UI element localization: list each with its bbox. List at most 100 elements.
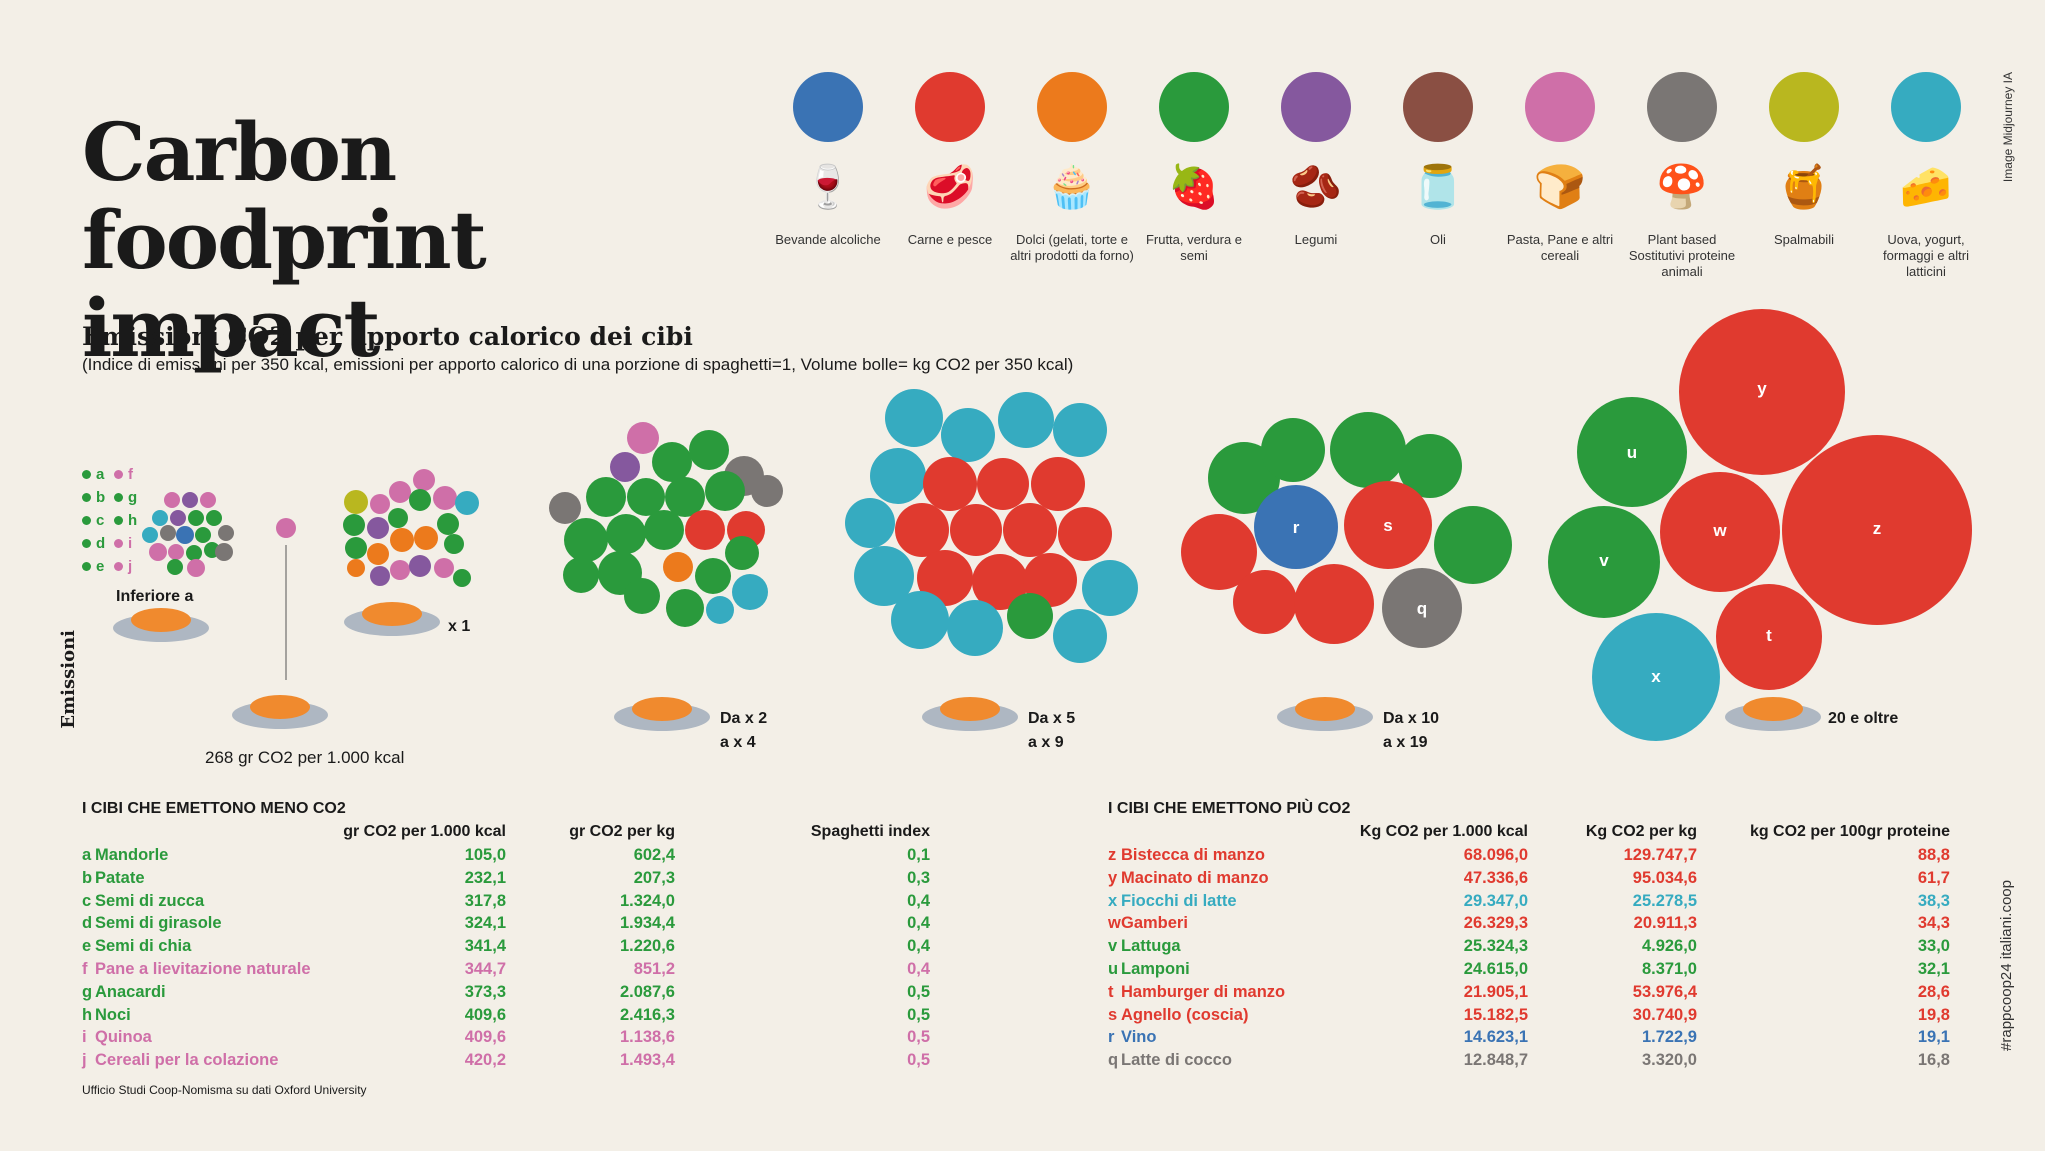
row-name: Semi di girasole [95,914,222,933]
row-kcal: 21.905,1 [1463,982,1528,1001]
bubble-label-w: w [1712,521,1727,540]
row-kcal: 409,6 [464,1028,506,1047]
bubble-x1 [455,491,479,515]
row-prot: 19,8 [1917,1005,1950,1024]
row-kcal: 15.182,5 [1463,1005,1528,1024]
row-kcal: 409,6 [464,1005,506,1024]
row-kg: 602,4 [633,846,675,864]
key-letter-g: g [114,489,137,506]
bubble-x1 [344,490,368,514]
bubble-x2 [563,557,599,593]
row-index: 0,3 [907,868,930,887]
legend-label: Legumi [1294,232,1338,247]
bubble-small [206,510,222,526]
row-index: 0,4 [907,914,930,933]
spaghetti-icon [362,602,422,626]
bubble-x1 [409,489,431,511]
key-letter-d: d [82,535,105,552]
bubble-x2 [624,578,660,614]
table-low-col-kcal: gr CO2 per 1.000 kcal [343,823,506,840]
bubble-x5 [1058,507,1112,561]
row-kg: 1.220,6 [619,937,675,956]
bubble-x5 [1031,457,1085,511]
row-kcal: 317,8 [464,891,506,910]
row-name: Anacardi [95,982,166,1001]
key-letter-j: j [114,558,132,575]
row-index: 0,1 [907,846,930,864]
row-kcal: 341,4 [464,937,506,956]
table-high-col-prot: kg CO2 per 100gr proteine [1749,823,1950,840]
bubble-x5 [941,408,995,462]
bubble-x1 [390,560,410,580]
row-kg: 1.722,9 [1641,1028,1697,1047]
bubble-x5 [947,600,1003,656]
bubble-x1 [409,555,431,577]
oil-bottle-icon: 🫙 [1411,162,1465,210]
row-kg: 1.324,0 [619,891,675,910]
egg-cheese-icon: 🧀 [1899,162,1953,210]
bubble-q [1382,568,1462,648]
bubble-x1 [433,486,457,510]
bubble-x1 [347,559,365,577]
bubble [1181,514,1257,590]
table-low-col-index: Spaghetti index [810,823,930,840]
row-kg: 2.087,6 [619,982,675,1001]
bubble-small [168,544,184,560]
row-kg: 4.926,0 [1641,937,1697,956]
legend-swatch [1403,72,1473,142]
row-key: y [1108,868,1118,887]
chart-subtitle: Emissioni CO2 per apporto calorico dei c… [82,322,693,351]
row-key: t [1108,982,1114,1001]
row-prot: 38,3 [1917,891,1950,910]
row-index: 0,4 [907,937,930,956]
bubble-small [187,559,205,577]
bubble-x2 [627,422,659,454]
bubble-x1 [434,558,454,578]
legend-swatch [1159,72,1229,142]
key-letter-i: i [114,535,132,552]
table-high-col-kcal: Kg CO2 per 1.000 kcal [1359,823,1528,840]
bubble-x1 [388,508,408,528]
legend-label: Uova, yogurt, formaggi e altri latticini [1883,232,1969,279]
row-index: 0,4 [907,960,930,978]
bubble-x1 [413,469,435,491]
bubble-x5 [950,504,1002,556]
bubble-x5 [870,448,926,504]
row-prot: 33,0 [1917,937,1950,956]
table-high-col-kg: Kg CO2 per kg [1585,823,1697,840]
legend-label: Spalmabili [1774,232,1834,247]
row-key: z [1108,846,1117,864]
bubble [1208,442,1280,514]
table-high-title: I CIBI CHE EMETTONO PIÙ CO2 [1108,800,1351,817]
row-name: Fiocchi di latte [1121,891,1237,910]
bubble [1261,418,1325,482]
hashtag-credit: #rappcoop24 italiani.coop [1998,880,2015,1051]
row-name: Latte di cocco [1121,1051,1232,1070]
bubble-small [218,525,234,541]
bubble-small [152,510,168,526]
row-kg: 129.747,7 [1623,846,1697,864]
legend-item: 🧁 Dolci (gelati, torte e altri prodotti d… [1009,72,1135,264]
row-key: s [1108,1005,1118,1024]
bubble-small [149,543,167,561]
row-prot: 32,1 [1917,960,1950,978]
bubble-x5 [1053,609,1107,663]
row-index: 0,4 [907,891,930,910]
bubble-small [176,526,194,544]
bubble-reference [276,518,296,538]
bubble-small [200,492,216,508]
row-key: v [1108,937,1118,956]
bubble-t [1716,584,1822,690]
caption-x2-end: a x 4 [720,734,756,751]
row-name: Mandorle [95,846,169,864]
bubble-x2 [705,471,745,511]
legend-item: 🍓 Frutta, verdura e semi [1131,72,1257,264]
bubble-y [1679,309,1845,475]
spaghetti-icon [1743,697,1803,721]
bubble-label-v: v [1599,551,1609,570]
bubble-chart: r s q u y v w z t x [113,309,1972,741]
row-key: b [82,868,93,887]
caption-inferiore: Inferiore a [116,588,194,605]
row-kcal: 12.848,7 [1463,1051,1528,1070]
legend-label: Pasta, Pane e altri cereali [1506,232,1614,263]
